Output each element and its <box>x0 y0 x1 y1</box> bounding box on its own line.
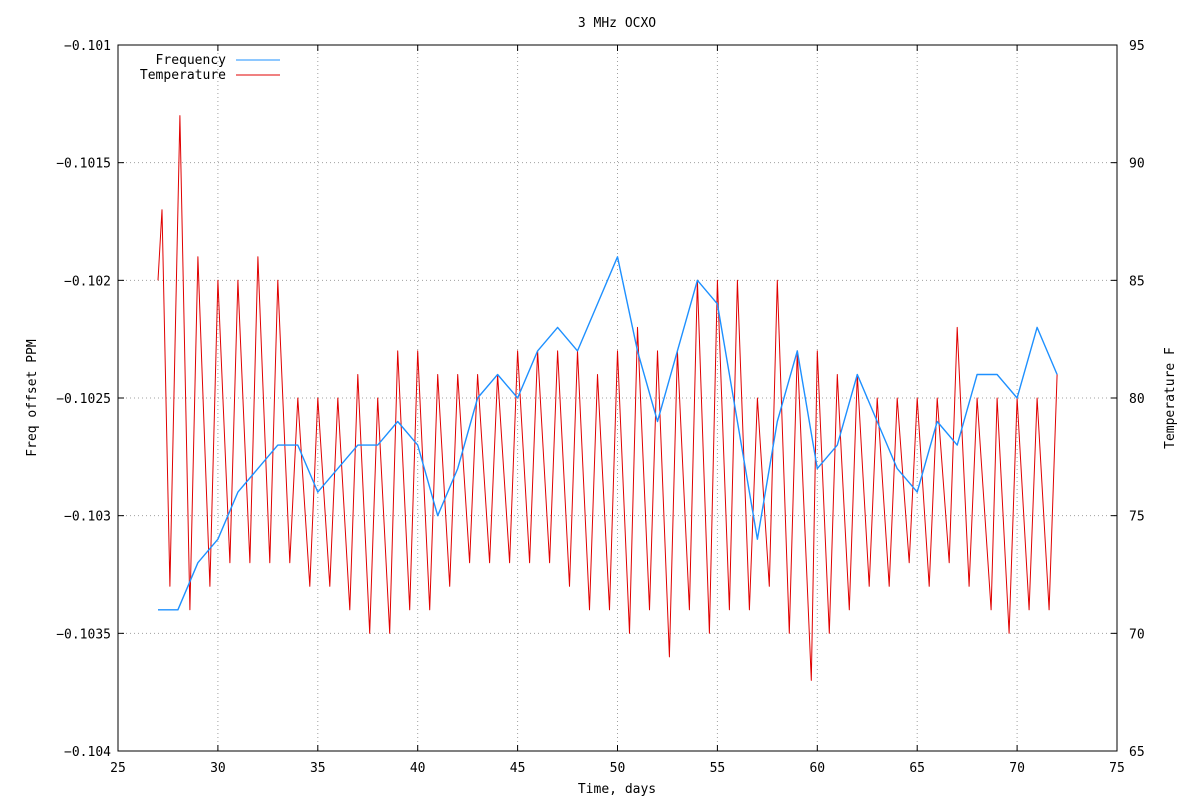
grid-layer <box>118 45 1117 751</box>
y-tick-label: −0.102 <box>64 274 111 289</box>
y2-tick-label: 95 <box>1129 39 1145 54</box>
x-tick-label: 35 <box>310 761 326 776</box>
x-tick-label: 70 <box>1009 761 1025 776</box>
x-tick-label: 25 <box>110 761 126 776</box>
y2-tick-label: 85 <box>1129 274 1145 289</box>
y-tick-label: −0.104 <box>64 745 111 760</box>
y-tick-label: −0.1025 <box>56 392 111 407</box>
x-tick-label: 55 <box>710 761 726 776</box>
y2-tick-label: 80 <box>1129 392 1145 407</box>
x-tick-label: 60 <box>809 761 825 776</box>
x-axis-label: Time, days <box>578 782 656 797</box>
y-axis-left: −0.104 −0.1035 −0.103 −0.1025 −0.102 −0.1015 −… <box>56 39 124 760</box>
x-tick-label: 50 <box>610 761 626 776</box>
y-tick-label: −0.103 <box>64 510 111 525</box>
series-line-temperature <box>157 115 1058 681</box>
y-tick-label: −0.101 <box>64 39 111 54</box>
y-axis-label: Freq offset PPM <box>25 339 40 457</box>
x-tick-label: 45 <box>510 761 526 776</box>
y2-tick-label: 70 <box>1129 627 1145 642</box>
x-axis: 25 30 35 40 45 50 55 60 65 70 75 <box>110 45 1125 776</box>
chart-title: 3 MHz OCXO <box>578 16 656 31</box>
series-layer <box>157 115 1058 681</box>
y2-tick-label: 75 <box>1129 510 1145 525</box>
x-tick-label: 65 <box>909 761 925 776</box>
x-tick-label: 75 <box>1109 761 1125 776</box>
y2-tick-label: 90 <box>1129 157 1145 172</box>
x-tick-label: 30 <box>210 761 226 776</box>
y2-tick-label: 65 <box>1129 745 1145 760</box>
x-tick-label: 40 <box>410 761 426 776</box>
series-line-frequency <box>158 256 1058 611</box>
y2-axis-label: Temperature F <box>1163 347 1178 449</box>
y-tick-label: −0.1015 <box>56 157 111 172</box>
legend: Frequency Temperature <box>140 53 280 83</box>
y-axis-right: 65 70 75 80 85 90 95 <box>1111 39 1145 760</box>
y-tick-label: −0.1035 <box>56 627 111 642</box>
legend-label-frequency: Frequency <box>156 53 227 68</box>
legend-label-temperature: Temperature <box>140 68 226 83</box>
